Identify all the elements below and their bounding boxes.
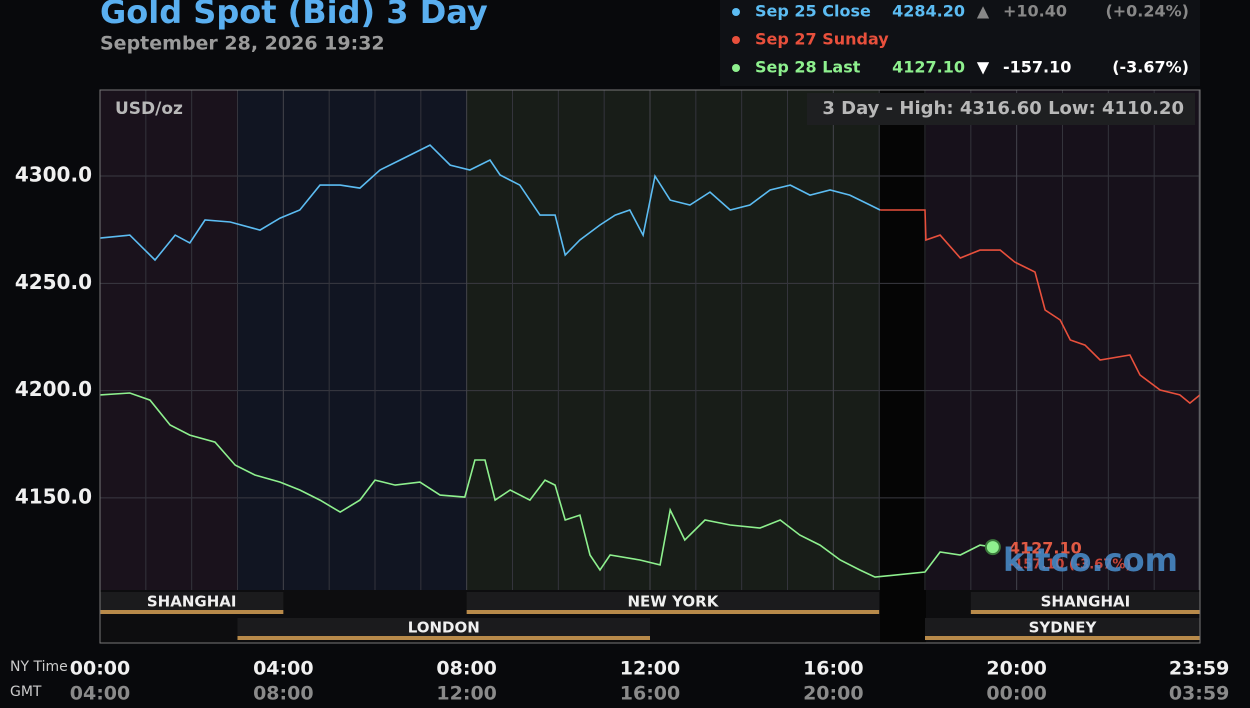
x2-tick-label: 20:00 — [803, 683, 863, 705]
end-label: 4127.10 — [1009, 539, 1082, 558]
legend-name: Sep 25 Close — [755, 2, 871, 21]
session-label: SHANGHAI — [147, 593, 237, 611]
session-line — [100, 610, 284, 614]
x-tick-label: 12:00 — [620, 658, 680, 680]
y-tick-label: 4300.0 — [15, 163, 92, 187]
legend-price: 4284.20 — [892, 2, 965, 21]
sessions: SHANGHAI NEW YORK SHANGHAI LONDON SYDNEY — [100, 592, 1200, 640]
legend-dot — [732, 64, 740, 72]
x-tick-label: 23:59 — [1169, 658, 1229, 680]
session-label: NEW YORK — [628, 593, 720, 611]
series-line — [880, 209, 1201, 405]
end-marker — [984, 539, 1001, 556]
legend-price: 4127.10 — [892, 58, 965, 77]
end-change: -157.10 (-3.67%) — [1009, 558, 1131, 573]
region — [466, 90, 880, 643]
session-line — [970, 610, 1200, 614]
series-line — [99, 144, 881, 262]
lines — [99, 144, 1201, 578]
grid — [99, 90, 1200, 590]
legend-change: +10.40 — [1003, 2, 1067, 21]
session-bar — [466, 592, 880, 614]
legend-arrow: ▲ — [977, 2, 990, 21]
session-bar — [237, 618, 650, 640]
x-tick-label: 20:00 — [986, 658, 1046, 680]
x2-tick-label: 12:00 — [436, 683, 496, 705]
x2-axis-label: GMT — [10, 684, 42, 700]
session-bar — [970, 592, 1200, 614]
y-tick-label: 4150.0 — [15, 484, 92, 508]
session-line — [925, 636, 1200, 640]
session-line — [466, 610, 880, 614]
y-tick-label: 4250.0 — [15, 270, 92, 294]
region — [100, 90, 237, 643]
plot-frame — [99, 89, 1201, 644]
legend-change: -157.10 — [1003, 58, 1071, 77]
x2-tick-label: 03:59 — [1169, 683, 1229, 705]
session-label: LONDON — [408, 619, 480, 637]
x-tick-label: 04:00 — [253, 658, 313, 680]
legend-change-pct: (-3.67%) — [1112, 58, 1189, 77]
legend-name: Sep 27 Sunday — [755, 30, 889, 49]
stats-box — [807, 93, 1195, 125]
x-tick-label: 00:00 — [70, 658, 130, 680]
legend-arrow: ▼ — [977, 58, 990, 77]
session-line — [237, 636, 650, 640]
watermark: kitco.com — [1003, 541, 1178, 579]
legend-dot — [732, 8, 740, 16]
legend-dot — [732, 36, 740, 44]
x-tick-label: 08:00 — [436, 658, 496, 680]
y-tick-label: 4200.0 — [15, 377, 92, 401]
x2-tick-label: 16:00 — [620, 683, 680, 705]
legend-change-pct: (+0.24%) — [1105, 2, 1189, 21]
chart-title: Gold Spot (Bid) 3 Day — [100, 0, 488, 31]
stats: 3 Day - High: 4316.60 Low: 4110.20 — [822, 98, 1184, 119]
unit-label: USD/oz — [115, 99, 183, 119]
session-label: SHANGHAI — [1041, 593, 1131, 611]
region — [237, 90, 466, 643]
session-bar — [925, 618, 1200, 640]
x2-tick-label: 04:00 — [70, 683, 130, 705]
legend-box — [720, 0, 1200, 86]
session-bar — [100, 592, 284, 614]
x-tick-label: 16:00 — [803, 658, 863, 680]
x2-tick-label: 00:00 — [986, 683, 1046, 705]
series-line — [99, 392, 993, 578]
session-label: SYDNEY — [1029, 619, 1098, 637]
x-axis-label: NY Time — [10, 659, 68, 675]
x2-tick-label: 08:00 — [253, 683, 313, 705]
subtitle: September 28, 2026 19:32 — [100, 33, 385, 55]
legend-name: Sep 28 Last — [755, 58, 861, 77]
region — [880, 90, 926, 643]
